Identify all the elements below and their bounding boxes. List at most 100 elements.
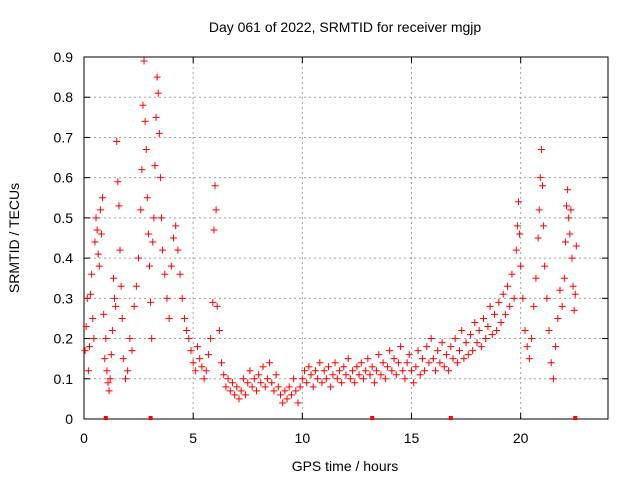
data-point: [344, 355, 352, 363]
data-point: [259, 363, 267, 371]
data-point: [458, 327, 466, 335]
data-point: [309, 383, 317, 391]
data-point: [453, 359, 461, 367]
data-point: [501, 310, 509, 318]
data-point: [429, 355, 437, 363]
data-point: [346, 375, 354, 383]
data-point: [327, 383, 335, 391]
data-point: [272, 371, 280, 379]
data-point: [111, 294, 119, 302]
data-point: [104, 379, 112, 387]
data-point: [91, 238, 99, 246]
data-point: [147, 298, 155, 306]
data-point: [263, 375, 271, 383]
data-point: [283, 395, 291, 403]
data-point: [158, 214, 166, 222]
data-point: [100, 310, 108, 318]
data-point: [333, 375, 341, 383]
data-point: [412, 363, 420, 371]
data-point: [117, 282, 125, 290]
data-point: [159, 246, 167, 254]
data-point: [107, 351, 115, 359]
data-point: [239, 375, 247, 383]
data-point: [572, 242, 580, 250]
data-point: [556, 286, 564, 294]
data-point: [124, 367, 132, 375]
data-point: [519, 294, 527, 302]
baseline-mark: [148, 416, 153, 420]
y-tick-label: 0.5: [54, 210, 74, 226]
y-tick-label: 0: [65, 411, 73, 427]
data-point: [537, 146, 545, 154]
data-point: [547, 359, 555, 367]
data-point: [535, 206, 543, 214]
data-point: [270, 387, 278, 395]
data-point: [237, 387, 245, 395]
data-point: [442, 351, 450, 359]
data-point: [366, 371, 374, 379]
data-point: [480, 314, 488, 322]
x-axis-label: GPS time / hours: [292, 458, 399, 474]
data-point: [466, 331, 474, 339]
data-point: [497, 318, 505, 326]
data-point: [194, 343, 202, 351]
data-point: [105, 387, 113, 395]
data-point: [432, 367, 440, 375]
data-point: [506, 302, 514, 310]
data-point: [517, 262, 525, 270]
y-tick-label: 0.8: [54, 89, 74, 105]
data-point: [530, 302, 538, 310]
data-point: [516, 230, 524, 238]
data-point: [504, 282, 512, 290]
data-point: [114, 178, 122, 186]
data-point: [456, 347, 464, 355]
data-point: [141, 117, 149, 125]
data-point: [215, 327, 223, 335]
data-point: [541, 262, 549, 270]
data-point: [90, 335, 98, 343]
x-tick-label: 20: [513, 430, 529, 446]
data-point: [554, 314, 562, 322]
data-point: [394, 359, 402, 367]
data-point: [512, 246, 520, 254]
data-point: [540, 222, 548, 230]
data-point: [204, 351, 212, 359]
data-point: [103, 367, 111, 375]
data-point: [246, 367, 254, 375]
data-point: [224, 375, 232, 383]
data-point: [235, 395, 243, 403]
data-point: [359, 375, 367, 383]
data-point: [434, 347, 442, 355]
data-point: [449, 355, 457, 363]
data-point: [301, 367, 309, 375]
data-point: [311, 367, 319, 375]
data-point: [543, 294, 551, 302]
data-point: [388, 367, 396, 375]
data-point: [102, 335, 110, 343]
data-point: [445, 367, 453, 375]
y-axis-label: SRMTID / TECUs: [6, 183, 22, 293]
data-point: [558, 302, 566, 310]
data-point: [488, 331, 496, 339]
data-point: [202, 367, 210, 375]
data-point: [539, 182, 546, 190]
data-point: [397, 343, 405, 351]
data-point: [510, 294, 518, 302]
data-point: [403, 359, 411, 367]
y-tick-label: 0.1: [54, 371, 74, 387]
baseline-marks: [103, 416, 578, 420]
data-point: [87, 290, 95, 298]
baseline-mark: [573, 416, 578, 420]
data-point: [322, 375, 330, 383]
data-point: [484, 322, 492, 330]
data-point: [475, 327, 483, 335]
data-point: [469, 347, 477, 355]
data-point: [570, 306, 578, 314]
data-point: [464, 351, 472, 359]
data-point: [314, 375, 322, 383]
data-point: [213, 302, 221, 310]
data-point: [335, 367, 343, 375]
data-point: [318, 379, 326, 387]
